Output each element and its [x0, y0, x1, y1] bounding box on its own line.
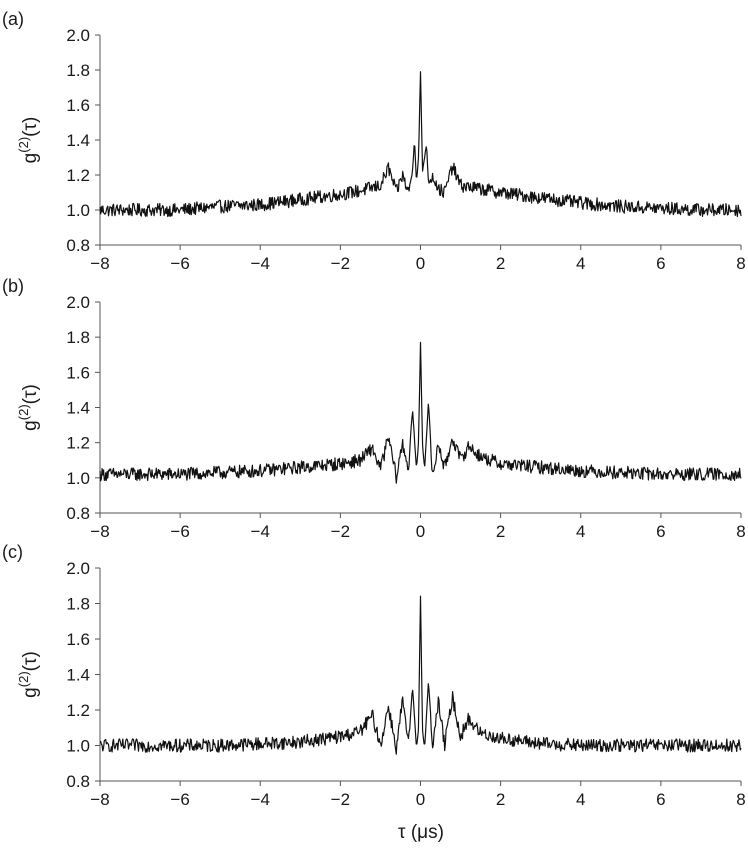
y-title-base: g [20, 687, 41, 698]
x-axis-title: τ (μs) [398, 822, 444, 843]
panel-c-x-tick-label: 4 [576, 790, 585, 809]
panel-b-x-tick-label: −6 [170, 522, 189, 541]
panel-a-x-tick-label: −2 [331, 254, 350, 273]
panel-a-x-tick-label: 4 [576, 254, 585, 273]
panel-c-y-tick-label: 1.0 [66, 737, 90, 756]
panel-c-y-tick-label: 1.2 [66, 701, 90, 720]
panel-a-y-tick-label: 1.6 [66, 96, 90, 115]
panel-a-series-line [99, 71, 742, 218]
panel-c-label: (c) [2, 542, 23, 562]
panel-b-y-tick-label: 1.2 [66, 434, 90, 453]
panel-b-y-tick-label: 0.8 [66, 504, 90, 523]
panel-a-y-tick-label: 1.4 [66, 131, 90, 150]
panel-c-y-tick-label: 1.6 [66, 630, 90, 649]
panel-b-y-tick-label: 1.4 [66, 399, 90, 418]
panel-b-x-tick-label: 0 [416, 522, 425, 541]
panel-a-x-tick-label: 0 [416, 254, 425, 273]
panel-a-y-axis-title: g(2)(τ) [16, 117, 41, 164]
panels: (a)0.81.01.21.41.61.82.0−8 −6 −4 −2 0 2 4 6 8g(2… [2, 9, 746, 809]
panel-c-y-tick-label: 2.0 [66, 559, 90, 578]
y-title-argument: (τ) [20, 117, 41, 137]
panel-a-y-tick-label: 1.8 [66, 61, 90, 80]
panel-c-x-tick-label: −4 [251, 790, 270, 809]
panel-a-x-tick-label: 6 [656, 254, 665, 273]
panel-a-label: (a) [2, 9, 24, 29]
panel-a-x-tick-label: −8 [90, 254, 109, 273]
panel-b-label: (b) [2, 276, 24, 296]
panel-c-y-tick-label: 1.8 [66, 595, 90, 614]
y-title-argument: (τ) [20, 651, 41, 671]
y-title-base: g [20, 420, 41, 431]
panel-b-series-line [99, 341, 742, 484]
panel-a: (a) 0.8 1.0 1.2 1.4 1.6 1.8 2.0 −8 −6 −4 −2 0 2 4 6 8 g(2… [2, 9, 746, 273]
panel-c-y-tick-label: 0.8 [66, 772, 90, 791]
panel-c-x-tick-label: −6 [170, 790, 189, 809]
panel-c-y-tick-label: 1.4 [66, 666, 90, 685]
panel-a-y-tick-label: 1.0 [66, 201, 90, 220]
panel-b-y-tick-label: 2.0 [66, 293, 90, 312]
y-title-base: g [20, 153, 41, 164]
panel-b-y-tick-label: 1.0 [66, 469, 90, 488]
panel-c: (c) 0.8 1.0 1.2 1.4 1.6 1.8 2.0 −8 −6 −4 −2 0 2 4 6 8 g(2… [2, 542, 746, 809]
panel-a-y-tick-label: 0.8 [66, 236, 90, 255]
panel-c-series-line [99, 595, 742, 755]
panel-b-x-tick-label: 8 [736, 522, 745, 541]
panel-b: (b) 0.8 1.0 1.2 1.4 1.6 1.8 2.0 −8 −6 −4 −2 0 2 4 6 8 g(2… [2, 276, 746, 541]
panel-b-x-tick-label: 2 [496, 522, 505, 541]
panel-a-x-tick-label: −4 [251, 254, 270, 273]
y-title-argument: (τ) [20, 384, 41, 404]
panel-b-y-tick-label: 1.6 [66, 363, 90, 382]
panel-b-x-tick-label: 6 [656, 522, 665, 541]
y-title-superscript: (2) [16, 671, 31, 687]
panel-a-x-tick-label: 2 [496, 254, 505, 273]
panel-b-x-tick-label: 4 [576, 522, 585, 541]
y-title-superscript: (2) [16, 404, 31, 420]
panel-c-x-tick-label: 8 [736, 790, 745, 809]
panel-b-y-axis-title: g(2)(τ) [16, 384, 41, 431]
panel-a-x-tick-label: −6 [170, 254, 189, 273]
panel-b-y-tick-label: 1.8 [66, 328, 90, 347]
panel-c-x-tick-label: −2 [331, 790, 350, 809]
panel-c-x-tick-label: 0 [416, 790, 425, 809]
y-title-superscript: (2) [16, 137, 31, 153]
panel-c-x-tick-label: 6 [656, 790, 665, 809]
panel-c-y-axis-title: g(2)(τ) [16, 651, 41, 698]
panel-a-y-tick-label: 1.2 [66, 166, 90, 185]
panel-a-y-tick-label: 2.0 [66, 26, 90, 45]
panel-c-x-tick-label: −8 [90, 790, 109, 809]
panel-b-x-tick-label: −4 [251, 522, 270, 541]
panel-b-x-tick-label: −2 [331, 522, 350, 541]
panel-a-x-tick-label: 8 [736, 254, 745, 273]
panel-c-x-tick-label: 2 [496, 790, 505, 809]
panel-b-x-tick-label: −8 [90, 522, 109, 541]
